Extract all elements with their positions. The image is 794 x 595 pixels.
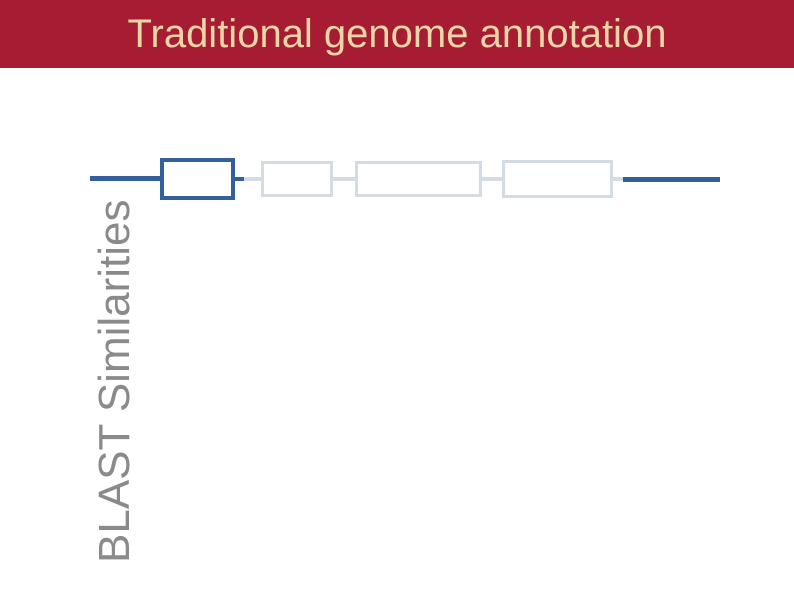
connector-1-light [244,177,261,181]
exon-box-2 [261,161,333,197]
slide-title: Traditional genome annotation [127,11,667,56]
connector-2 [333,177,355,181]
connector-3 [482,177,502,181]
connector-4 [613,177,623,181]
exon-box-3 [355,161,482,197]
connector-1-dark [235,177,244,181]
blast-similarities-label: BLAST Similarities [90,199,139,563]
slide-header-bar: Traditional genome annotation [0,0,794,68]
intergenic-line-left [90,176,160,181]
exon-box-4 [502,160,613,198]
exon-box-1 [160,158,235,200]
intergenic-line-right [623,177,720,182]
